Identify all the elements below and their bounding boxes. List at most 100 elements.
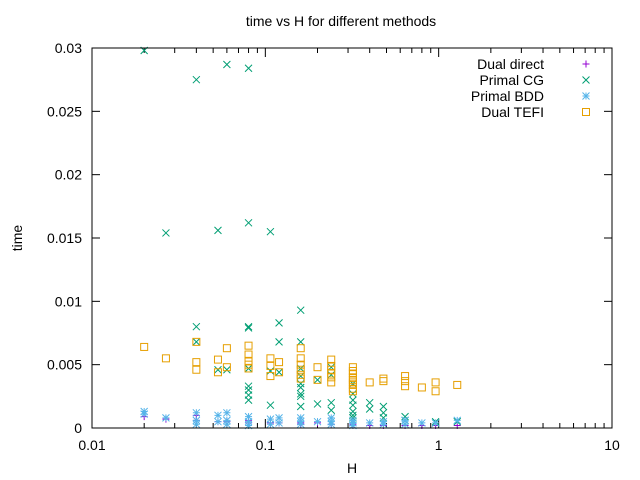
data-point [223, 365, 231, 374]
y-tick-label: 0 [74, 420, 82, 436]
data-point [222, 363, 231, 372]
data-point [275, 368, 284, 377]
data-point [348, 387, 357, 396]
data-point [349, 407, 357, 416]
data-point [401, 372, 410, 381]
data-point [213, 368, 222, 377]
x-axis-label: H [347, 460, 357, 476]
data-point [327, 373, 336, 382]
data-point [192, 365, 201, 374]
data-point [266, 372, 275, 381]
data-point [431, 387, 440, 396]
legend-label: Primal BDD [471, 88, 544, 104]
data-point [401, 416, 409, 425]
data-point [223, 408, 231, 417]
data-point [431, 419, 440, 427]
x-tick-label: 1 [435, 437, 443, 453]
data-point [244, 350, 253, 359]
data-point [192, 358, 201, 367]
data-point [275, 368, 283, 377]
data-point [244, 382, 253, 391]
series-dual-tefi [140, 337, 462, 396]
data-point [214, 411, 222, 420]
data-point [296, 402, 305, 411]
data-point [161, 354, 170, 363]
data-point [296, 392, 305, 401]
data-point [213, 355, 222, 364]
data-point [349, 389, 357, 398]
data-point [223, 420, 231, 429]
data-point [327, 420, 336, 429]
data-point [192, 408, 201, 417]
data-point [223, 416, 231, 425]
y-tick-label: 0.005 [47, 357, 82, 373]
series-primal-bdd [140, 407, 462, 430]
data-point [266, 367, 275, 375]
data-point [417, 383, 426, 392]
data-point [327, 398, 336, 407]
data-points [140, 46, 462, 430]
data-point [266, 361, 275, 370]
series-primal-cg [140, 46, 462, 427]
data-point [244, 341, 253, 350]
data-point [401, 377, 410, 386]
legend-label: Primal CG [479, 72, 544, 88]
data-point [244, 218, 253, 227]
data-point [275, 414, 283, 422]
legend-marker [582, 108, 590, 116]
data-point [222, 344, 231, 353]
data-point [365, 398, 374, 407]
data-point [313, 375, 322, 384]
data-point [401, 412, 409, 421]
data-point [244, 322, 253, 331]
x-tick-label: 0.1 [256, 437, 276, 453]
plot-frame [91, 47, 613, 429]
data-point [296, 306, 305, 315]
data-point [313, 417, 322, 426]
data-point [313, 376, 322, 384]
data-point [313, 400, 322, 408]
y-axis-label: time [9, 225, 25, 252]
y-tick-label: 0.015 [47, 230, 82, 246]
data-point [365, 405, 374, 413]
data-point [401, 382, 410, 391]
data-point [296, 354, 305, 363]
legend-label: Dual TEFI [481, 104, 544, 120]
data-point [214, 365, 222, 374]
data-point [296, 365, 305, 374]
data-point [275, 419, 283, 427]
data-point [266, 415, 275, 423]
data-point [275, 319, 283, 327]
data-point [214, 226, 222, 235]
data-point [192, 337, 201, 346]
data-point [296, 389, 305, 398]
data-point [296, 344, 305, 353]
y-tick-label: 0.02 [55, 167, 82, 183]
legend-marker [582, 92, 590, 100]
data-point [296, 414, 305, 422]
data-point [379, 374, 388, 383]
data-point [140, 410, 149, 418]
data-point [379, 377, 388, 386]
y-tick-label: 0.025 [47, 103, 82, 119]
data-point [192, 75, 201, 84]
data-point [266, 227, 275, 236]
data-point [379, 420, 388, 429]
data-point [431, 378, 440, 387]
data-point [327, 355, 336, 364]
data-point [453, 416, 462, 425]
data-point [244, 417, 253, 426]
data-point [379, 402, 388, 411]
data-point [140, 342, 149, 351]
data-point [192, 338, 201, 346]
data-point [379, 414, 388, 422]
data-point [266, 354, 275, 363]
data-point [244, 421, 253, 430]
axis-ticks: 0 0.005 0.01 0.015 0.02 0.025 0.03 0.01 0.1 1 10 [47, 40, 620, 453]
data-point [244, 396, 253, 404]
data-point [266, 420, 275, 429]
data-point [275, 338, 283, 346]
legend-marker [582, 60, 590, 68]
